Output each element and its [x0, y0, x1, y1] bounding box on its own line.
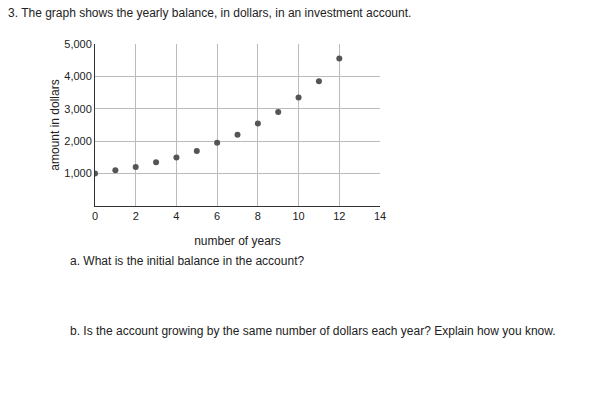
- svg-text:amount in dollars: amount in dollars: [48, 79, 62, 170]
- svg-text:4,000: 4,000: [64, 70, 92, 82]
- svg-text:5,000: 5,000: [64, 38, 92, 50]
- svg-text:2: 2: [133, 210, 139, 222]
- svg-text:2,000: 2,000: [64, 135, 92, 147]
- svg-text:12: 12: [333, 210, 345, 222]
- svg-text:8: 8: [255, 210, 261, 222]
- svg-text:10: 10: [292, 210, 304, 222]
- svg-text:3,000: 3,000: [64, 103, 92, 115]
- svg-text:number of years: number of years: [194, 234, 281, 248]
- html-text:3. The graph shows the yearly: 3. The graph shows the yearly balance, i…: [8, 6, 412, 20]
- svg-text:4: 4: [173, 210, 179, 222]
- svg-text:0: 0: [92, 210, 98, 222]
- svg-text:14: 14: [374, 210, 386, 222]
- html-text:b. Is the account growing by t: b. Is the account growing by the same nu…: [70, 324, 556, 338]
- svg-text:1,000: 1,000: [64, 167, 92, 179]
- svg-text:6: 6: [214, 210, 220, 222]
- html-text:a. What is the initial balance: a. What is the initial balance in the ac…: [70, 254, 305, 268]
